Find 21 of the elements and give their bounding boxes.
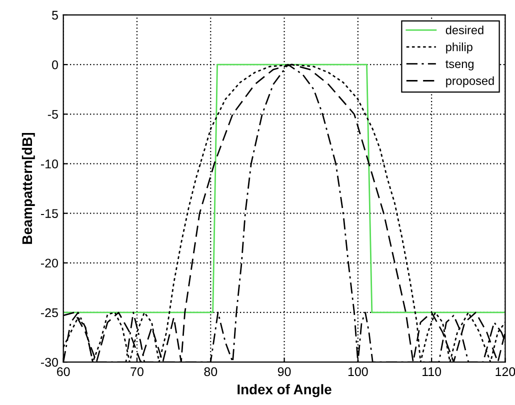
x-tick-label: 110 [422, 367, 442, 376]
x-tick-label: 70 [130, 367, 144, 376]
x-tick-label: 120 [496, 367, 515, 376]
y-axis-title: Beampattern[dB] [22, 132, 35, 244]
y-tick-label: -15 [40, 209, 58, 218]
y-tick-label: -10 [40, 160, 58, 168]
y-tick-label: -25 [40, 308, 58, 318]
x-tick-label: 100 [348, 367, 368, 376]
x-axis-title: Index of Angle [238, 384, 332, 398]
y-tick-label: 0 [52, 60, 58, 70]
x-tick-label: 60 [57, 367, 70, 376]
legend-label: philip [446, 42, 472, 54]
x-tick-label: 80 [204, 367, 218, 376]
y-tick-label: 5 [52, 10, 58, 20]
x-tick-label: 90 [278, 367, 291, 376]
legend-label: tseng [446, 60, 474, 70]
y-tick-label: -30 [40, 358, 58, 367]
y-tick-label: -5 [48, 110, 58, 119]
legend-label: desired [446, 26, 484, 34]
legend-label: proposed [446, 76, 494, 88]
y-tick-label: -20 [40, 258, 58, 268]
